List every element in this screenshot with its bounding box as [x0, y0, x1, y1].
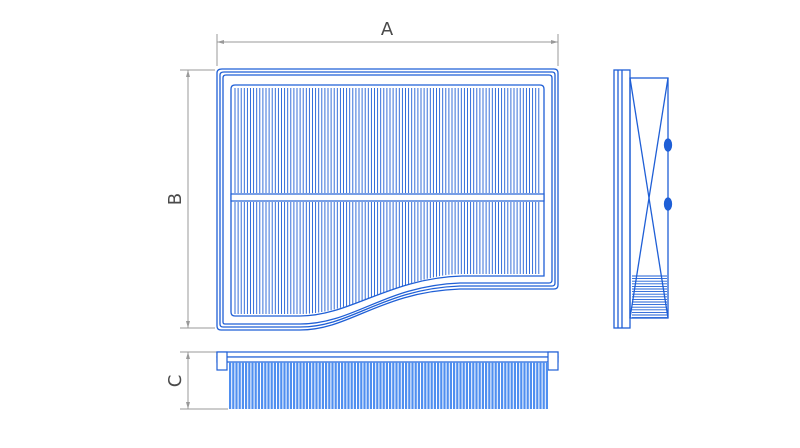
dimension-b-label: B	[165, 193, 186, 205]
bottom-pleats	[229, 362, 548, 409]
dimension-c: C	[165, 351, 228, 410]
dimension-c-label: C	[165, 375, 186, 388]
bottom-view	[216, 351, 559, 409]
dimension-a-label: A	[381, 19, 394, 40]
front-view	[216, 68, 559, 331]
dimension-a: A	[216, 19, 559, 66]
dimension-b: B	[165, 69, 215, 329]
side-view	[613, 69, 673, 329]
side-pleats	[632, 275, 667, 319]
front-pleats	[234, 88, 540, 314]
